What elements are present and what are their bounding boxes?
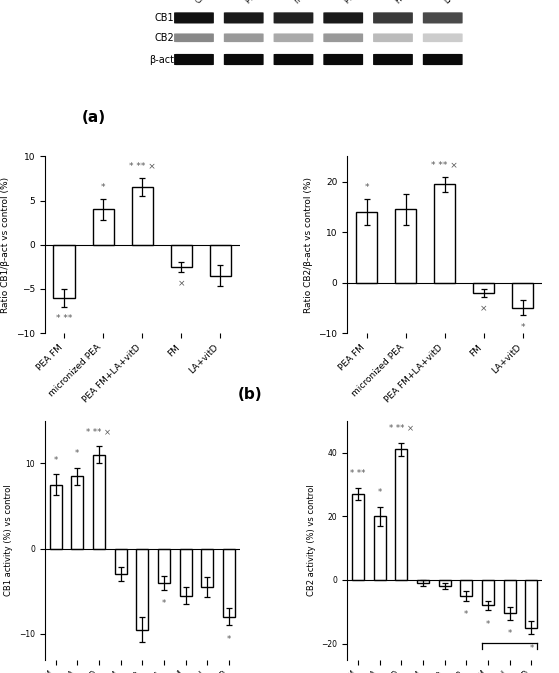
FancyBboxPatch shape [423,54,463,65]
Text: *: * [227,635,231,644]
Text: * ** ×: * ** × [389,425,414,433]
FancyBboxPatch shape [273,34,314,42]
FancyBboxPatch shape [224,34,264,42]
Bar [179,548,192,596]
Text: Control: Control [194,0,220,5]
Bar [352,494,364,580]
Bar [417,580,429,583]
Text: *: * [377,488,382,497]
FancyBboxPatch shape [423,12,463,24]
Text: ×: × [480,304,487,313]
FancyBboxPatch shape [323,34,363,42]
FancyBboxPatch shape [273,54,314,65]
Text: * **: * ** [350,469,366,478]
Text: LA+vitD: LA+vitD [443,0,472,5]
FancyBboxPatch shape [373,34,413,42]
Bar [525,580,537,628]
Text: * ** ×: * ** × [87,428,111,437]
FancyBboxPatch shape [224,54,264,65]
Bar [373,516,386,580]
Bar [395,450,408,580]
FancyBboxPatch shape [323,12,363,24]
Text: *: * [508,629,512,638]
Bar [461,580,472,596]
Text: (b): (b) [237,386,262,402]
Text: *: * [75,449,79,458]
Text: *: * [520,322,525,332]
Text: CB1: CB1 [154,13,174,23]
Text: *: * [486,620,490,629]
FancyBboxPatch shape [273,12,314,24]
Text: *: * [54,456,58,465]
Text: * **: * ** [56,314,73,322]
FancyBboxPatch shape [373,54,413,65]
Bar [223,548,235,617]
Bar [210,245,231,276]
Y-axis label: Ratio CB2/β-act vs control (%): Ratio CB2/β-act vs control (%) [304,177,313,313]
Bar [395,209,416,283]
Bar [356,212,377,283]
FancyBboxPatch shape [323,54,363,65]
Bar [50,485,61,548]
Bar [72,476,83,548]
Bar [434,184,456,283]
Bar [93,209,114,245]
Text: *: * [529,643,533,653]
Bar [136,548,148,630]
FancyBboxPatch shape [174,12,214,24]
FancyBboxPatch shape [373,12,413,24]
Y-axis label: Ratio CB1/β-act vs control (%): Ratio CB1/β-act vs control (%) [2,177,11,313]
Bar [473,283,494,293]
Text: ×: × [178,279,185,288]
Bar [482,580,494,606]
Text: *: * [162,599,166,608]
Text: β-act: β-act [149,55,174,65]
Text: *: * [464,610,468,619]
Bar [54,245,75,297]
Text: *: * [364,183,369,192]
Y-axis label: CB1 activity (%) vs control: CB1 activity (%) vs control [4,485,13,596]
FancyBboxPatch shape [224,12,264,24]
Text: * ** ×: * ** × [432,161,458,170]
Text: CB2: CB2 [154,33,174,43]
Text: FM: FM [393,0,407,5]
Bar [439,580,451,586]
Text: micronized PEA: micronized PEA [293,0,342,5]
Text: PEA FM+LA+vitD: PEA FM+LA+vitD [343,0,396,5]
Bar [512,283,533,308]
Text: * ** ×: * ** × [129,162,155,172]
Bar [158,548,170,583]
Bar [170,245,192,267]
Bar [201,548,214,587]
Bar [93,455,105,548]
Text: PEA FM: PEA FM [244,0,270,5]
Y-axis label: CB2 activity (%) vs control: CB2 activity (%) vs control [307,485,316,596]
Bar [131,187,153,245]
Bar [115,548,126,574]
FancyBboxPatch shape [174,34,214,42]
FancyBboxPatch shape [174,54,214,65]
Bar [504,580,515,613]
FancyBboxPatch shape [423,34,463,42]
Text: *: * [101,183,106,192]
Text: (a): (a) [82,110,106,125]
